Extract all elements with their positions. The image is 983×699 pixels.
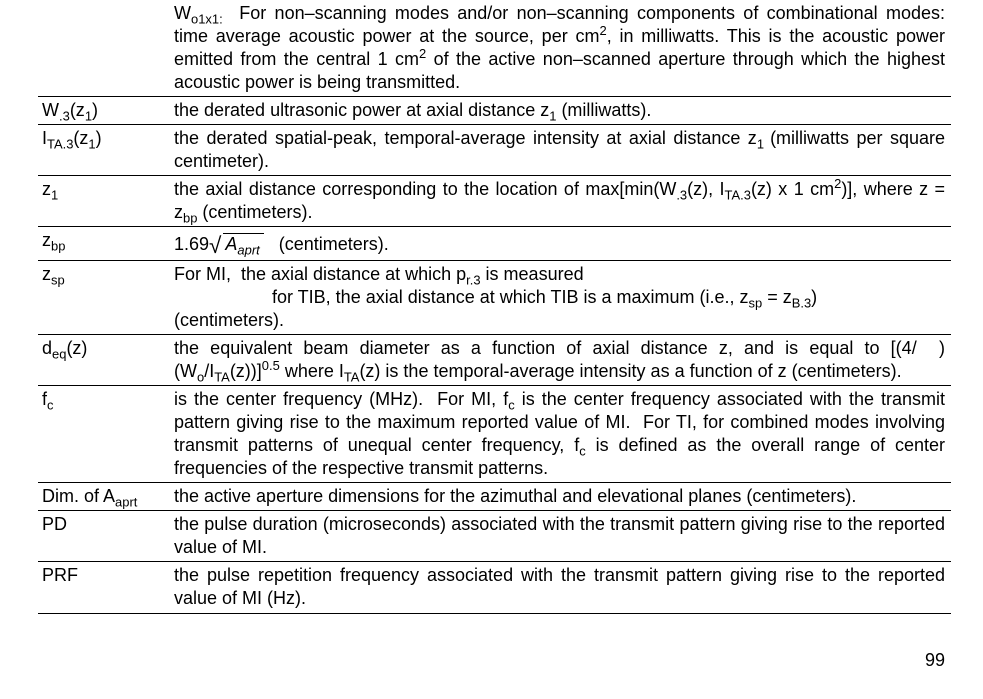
definition-cell: the pulse duration (microseconds) associ… bbox=[170, 511, 951, 562]
document-page: Wo1x1: For non–scanning modes and/or non… bbox=[0, 0, 983, 671]
page-number: 99 bbox=[38, 650, 951, 671]
term-cell: W.3(z1) bbox=[38, 97, 170, 125]
definition-cell: the derated ultrasonic power at axial di… bbox=[170, 97, 951, 125]
table-row: zbp1.69√Aaprt (centimeters). bbox=[38, 227, 951, 261]
term-cell: PRF bbox=[38, 562, 170, 613]
table-row: ITA.3(z1)the derated spatial-peak, tempo… bbox=[38, 125, 951, 176]
term-cell: zbp bbox=[38, 227, 170, 261]
definition-cell: Wo1x1: For non–scanning modes and/or non… bbox=[170, 0, 951, 97]
definition-cell: the equivalent beam diameter as a functi… bbox=[170, 335, 951, 386]
definition-cell: the pulse repetition frequency associate… bbox=[170, 562, 951, 613]
term-cell: z1 bbox=[38, 176, 170, 227]
term-cell: PD bbox=[38, 511, 170, 562]
table-row: zspFor MI, the axial distance at which p… bbox=[38, 261, 951, 335]
definitions-table: Wo1x1: For non–scanning modes and/or non… bbox=[38, 0, 951, 614]
table-row: Dim. of Aaprtthe active aperture dimensi… bbox=[38, 483, 951, 511]
table-row: W.3(z1)the derated ultrasonic power at a… bbox=[38, 97, 951, 125]
definition-cell: the active aperture dimensions for the a… bbox=[170, 483, 951, 511]
term-cell: ITA.3(z1) bbox=[38, 125, 170, 176]
table-row: z1the axial distance corresponding to th… bbox=[38, 176, 951, 227]
term-cell: deq(z) bbox=[38, 335, 170, 386]
term-cell: zsp bbox=[38, 261, 170, 335]
definition-cell: the derated spatial-peak, temporal-avera… bbox=[170, 125, 951, 176]
table-row: deq(z)the equivalent beam diameter as a … bbox=[38, 335, 951, 386]
definition-cell: 1.69√Aaprt (centimeters). bbox=[170, 227, 951, 261]
term-cell: Dim. of Aaprt bbox=[38, 483, 170, 511]
term-cell bbox=[38, 0, 170, 97]
term-cell: fc bbox=[38, 386, 170, 483]
table-row: PRFthe pulse repetition frequency associ… bbox=[38, 562, 951, 613]
definition-cell: the axial distance corresponding to the … bbox=[170, 176, 951, 227]
definition-cell: is the center frequency (MHz). For MI, f… bbox=[170, 386, 951, 483]
table-row: Wo1x1: For non–scanning modes and/or non… bbox=[38, 0, 951, 97]
table-row: fcis the center frequency (MHz). For MI,… bbox=[38, 386, 951, 483]
definition-cell: For MI, the axial distance at which pr.3… bbox=[170, 261, 951, 335]
table-row: PDthe pulse duration (microseconds) asso… bbox=[38, 511, 951, 562]
